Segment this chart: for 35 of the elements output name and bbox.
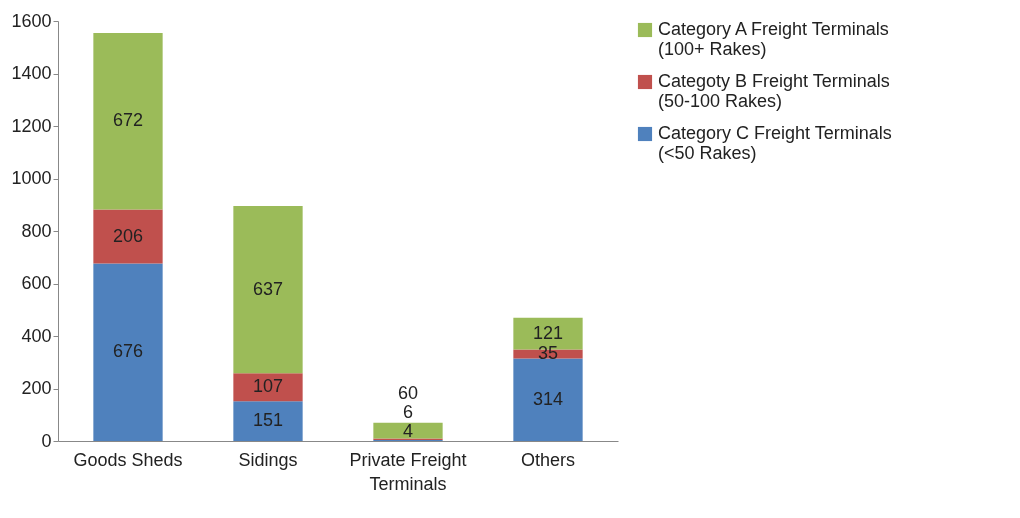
bar bbox=[233, 401, 303, 441]
data-label: 60 bbox=[397, 383, 419, 403]
data-label: 637 bbox=[252, 278, 284, 299]
x-tick-label: Private Freight Terminals bbox=[349, 449, 467, 494]
x-tick-label: Sidings bbox=[238, 449, 298, 470]
data-label: 151 bbox=[252, 410, 284, 431]
y-tick-label: 0 bbox=[41, 430, 52, 451]
bar bbox=[93, 209, 163, 264]
data-label: 4 bbox=[402, 421, 414, 441]
bar bbox=[233, 206, 303, 374]
y-tick-label: 800 bbox=[21, 220, 52, 241]
data-label: 6 bbox=[402, 402, 414, 422]
y-tick-label: 1000 bbox=[11, 168, 52, 188]
bar bbox=[373, 422, 443, 439]
y-tick-label: 200 bbox=[21, 378, 52, 398]
bar bbox=[513, 358, 583, 441]
y-tick-label: 400 bbox=[21, 325, 52, 346]
data-label: 107 bbox=[252, 376, 284, 397]
bar bbox=[233, 373, 303, 402]
data-label: 121 bbox=[532, 322, 564, 343]
y-tick-label: 600 bbox=[21, 273, 52, 293]
data-label: 206 bbox=[112, 225, 144, 246]
y-tick-label: 1400 bbox=[11, 63, 52, 83]
legend-label: Category C Freight Terminals (<50 Rakes) bbox=[658, 123, 892, 163]
y-tick-label: 1600 bbox=[11, 10, 52, 31]
data-label: 676 bbox=[112, 341, 144, 362]
bar bbox=[93, 263, 163, 441]
bar bbox=[93, 33, 163, 210]
legend-label: Category A Freight Terminals (100+ Rakes) bbox=[658, 19, 889, 59]
data-label: 314 bbox=[532, 388, 564, 409]
data-label: 672 bbox=[112, 110, 144, 131]
x-tick-label: Others bbox=[520, 449, 576, 470]
legend-label: Categoty B Freight Terminals (50-100 Rakes) bbox=[658, 71, 890, 111]
y-tick-label: 1200 bbox=[11, 115, 52, 136]
x-tick-label: Goods Sheds bbox=[73, 449, 183, 470]
